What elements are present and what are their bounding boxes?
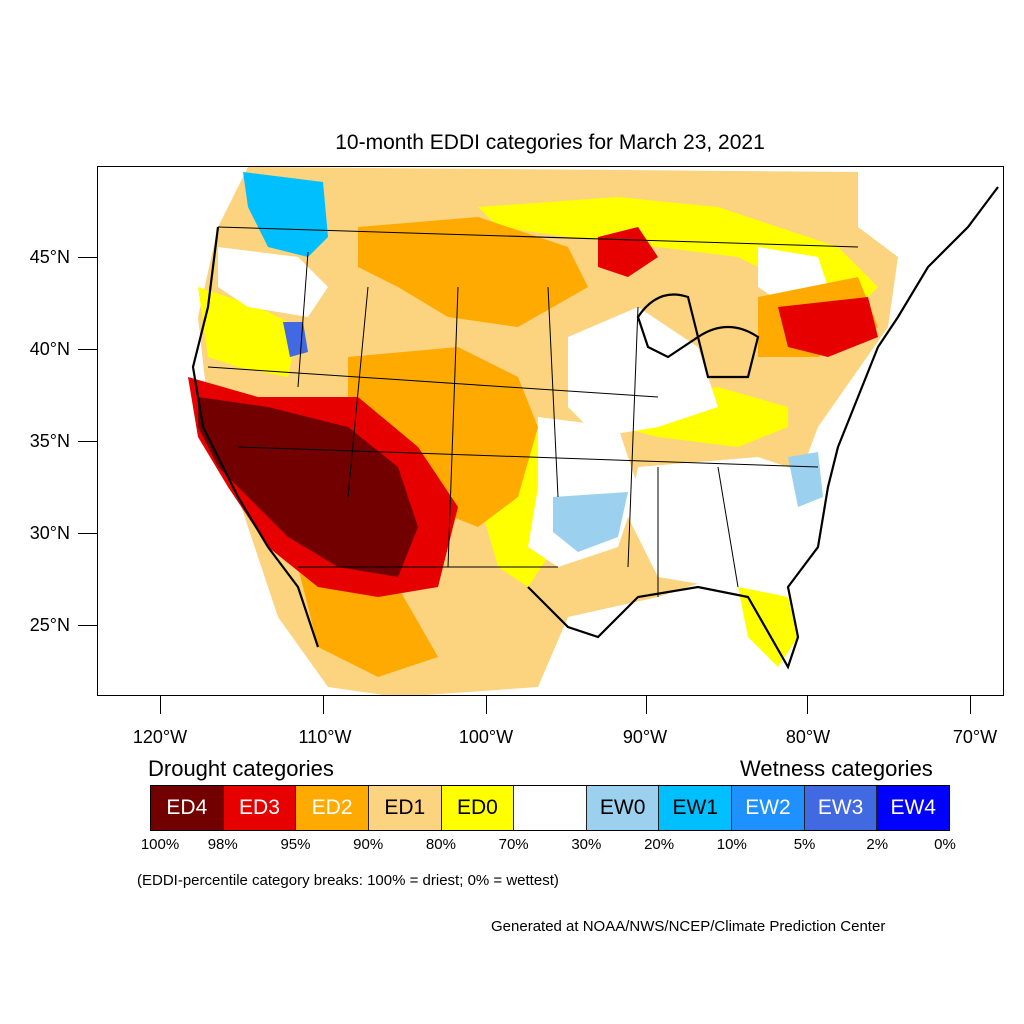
region-ew0-carolina [788, 452, 823, 507]
lon-label-70w: 70°W [952, 727, 998, 747]
lat-tick [78, 257, 97, 258]
region-ed2-mexico [298, 567, 438, 677]
legend-swatch-ew3: EW3 [804, 786, 878, 830]
lat-label-25: 25°N [29, 615, 70, 635]
percentile-break-label: 10% [716, 836, 747, 853]
lat-tick [78, 349, 97, 350]
region-ew0-arkansas [553, 492, 628, 552]
region-normal-midwest [568, 307, 718, 437]
lon-label-90w: 90°W [622, 727, 668, 747]
lon-tick [323, 696, 324, 714]
percentile-break-label: 90% [353, 836, 384, 853]
legend-swatch-ed2: ED2 [296, 786, 369, 830]
state-boundaries [207, 226, 859, 597]
legend-swatch-ew4: EW4 [877, 786, 950, 830]
drought-heading: Drought categories [148, 756, 334, 781]
lat-label-35: 35°N [29, 431, 70, 451]
lon-label-80w: 80°W [785, 727, 831, 747]
lat-label-40: 40°N [29, 339, 70, 359]
region-ed2-plains [348, 347, 538, 527]
region-ed3-ny [778, 297, 878, 357]
lon-tick [486, 696, 487, 714]
legend-swatch-ed0: ED0 [441, 786, 515, 830]
region-ed2-north [358, 217, 588, 327]
percentile-break-label: 70% [498, 836, 529, 853]
lat-tick [78, 533, 97, 534]
region-ew1-northwest [243, 172, 328, 257]
wetness-heading: Wetness categories [740, 756, 933, 781]
lat-tick [78, 625, 97, 626]
lon-tick [970, 696, 971, 714]
percentile-break-label: 98% [207, 836, 238, 853]
legend-swatch-ed3: ED3 [223, 786, 297, 830]
lon-label-120w: 120°W [132, 727, 188, 747]
breaks-note: (EDDI-percentile category breaks: 100% =… [137, 872, 559, 889]
percentile-break-label: 95% [280, 836, 311, 853]
eddi-map [188, 167, 999, 695]
percentile-break-label: 80% [425, 836, 456, 853]
region-ed0-florida [738, 587, 798, 667]
legend-swatch-ed1: ED1 [368, 786, 442, 830]
credit-line: Generated at NOAA/NWS/NCEP/Climate Predi… [491, 918, 886, 935]
lat-tick [78, 441, 97, 442]
region-ed0-west [198, 287, 298, 377]
coastlines [191, 186, 999, 670]
region-normal-southeast [628, 457, 818, 587]
percentile-break-label: 2% [866, 836, 889, 853]
lon-tick [807, 696, 808, 714]
legend-swatch-ew0: EW0 [586, 786, 660, 830]
region-normal-northwest [218, 247, 328, 317]
category-legend: ED4 ED3 ED2 ED1 ED0 EW0 EW1 EW2 EW3 EW4 [150, 785, 950, 831]
map-panel [97, 166, 1004, 696]
region-ed0-north [478, 197, 878, 307]
region-ed4-southwest [198, 397, 418, 577]
legend-swatch-ew2: EW2 [732, 786, 805, 830]
lat-label-45: 45°N [29, 247, 70, 267]
percentile-break-label: 20% [644, 836, 675, 853]
lon-label-110w: 110°W [298, 727, 352, 747]
lon-tick [160, 696, 161, 714]
percentile-break-label: 100% [140, 836, 180, 853]
lat-label-30: 30°N [29, 523, 70, 543]
lon-tick [646, 696, 647, 714]
map-title: 10-month EDDI categories for March 23, 2… [335, 131, 765, 154]
legend-swatch-ed4: ED4 [151, 786, 224, 830]
legend-swatch-normal [514, 786, 587, 830]
percentile-break-label: 5% [793, 836, 816, 853]
legend-swatch-ew1: EW1 [659, 786, 733, 830]
percentile-break-label: 30% [571, 836, 602, 853]
lon-label-100w: 100°W [458, 727, 514, 747]
percentile-break-label: 0% [934, 836, 956, 853]
